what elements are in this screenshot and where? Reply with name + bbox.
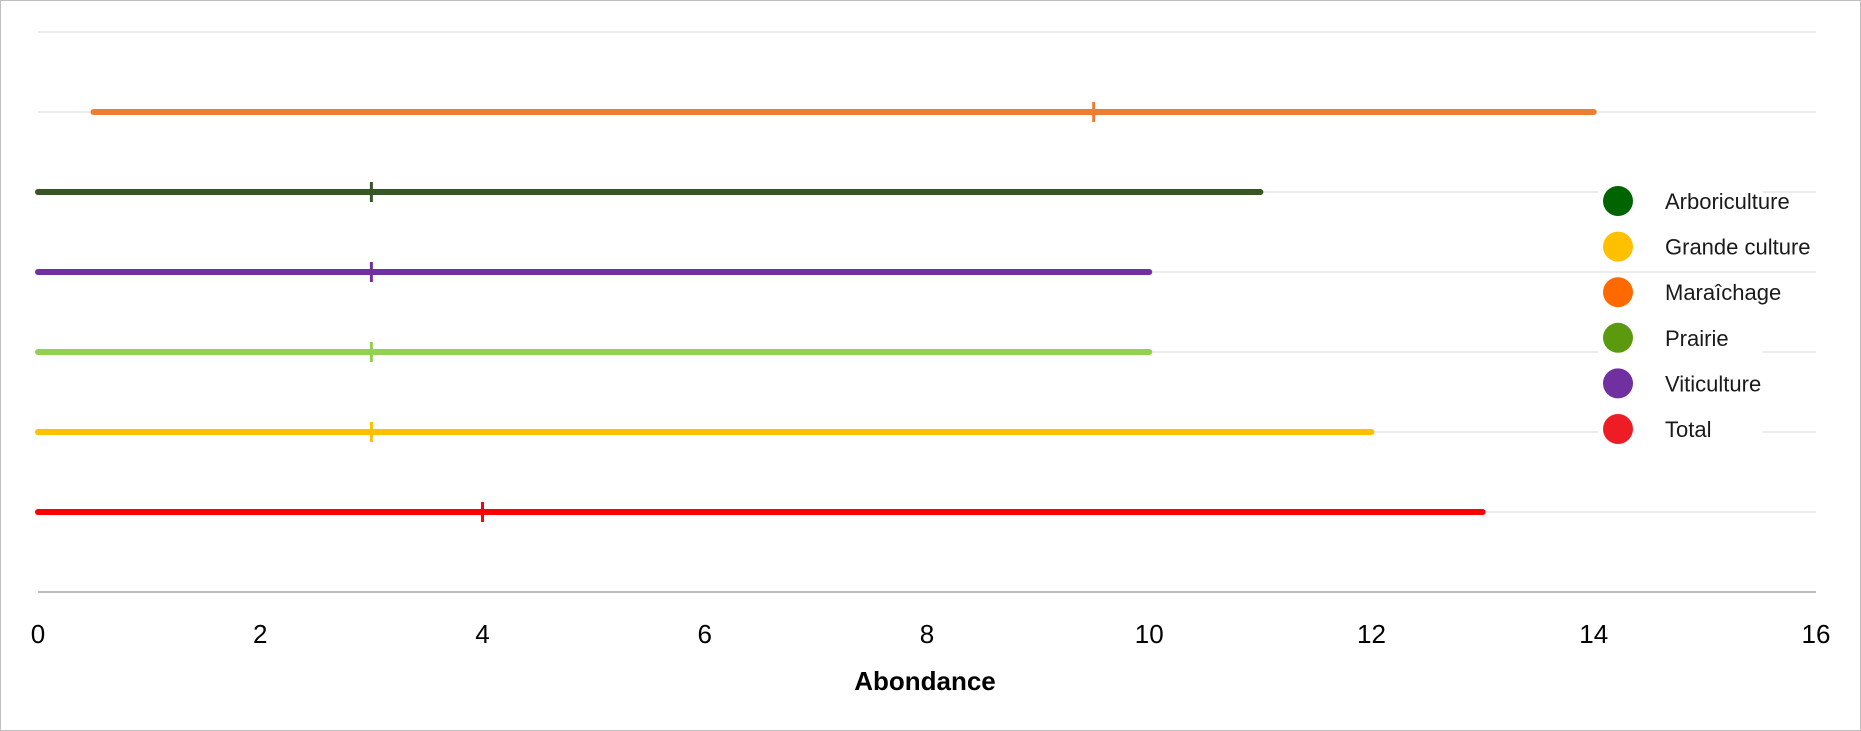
legend-label: Arboriculture (1665, 189, 1790, 214)
legend: Arboriculture Grande culture Maraîchage Pra… (1598, 184, 1811, 446)
grid-layer (38, 31, 1816, 593)
legend-item: Prairie (1598, 320, 1763, 355)
legend-label: Total (1665, 417, 1711, 442)
x-tick-label: 8 (920, 619, 934, 649)
legend-marker (1603, 368, 1633, 399)
legend-label: Viticulture (1665, 371, 1761, 396)
legend-item: Maraîchage (1598, 275, 1781, 310)
legend-marker (1603, 322, 1633, 353)
range-row (90, 102, 1597, 122)
x-tick-label: 2 (253, 619, 267, 649)
x-tick-label: 16 (1802, 619, 1831, 649)
range-layer (35, 102, 1597, 522)
legend-item: Total (1598, 412, 1763, 446)
legend-marker (1603, 231, 1633, 262)
legend-marker (1603, 186, 1633, 216)
x-tick-label: 14 (1579, 619, 1608, 649)
x-tick-label: 10 (1135, 619, 1164, 649)
x-tick-label: 0 (31, 619, 45, 649)
range-row (35, 262, 1153, 282)
x-tick-label: 6 (698, 619, 712, 649)
x-axis-title: Abondance (854, 666, 996, 696)
legend-item: Grande culture (1598, 229, 1811, 264)
legend-item: Viticulture (1598, 366, 1763, 401)
legend-label: Grande culture (1665, 235, 1811, 260)
range-row (35, 342, 1153, 362)
range-row (35, 182, 1264, 202)
legend-label: Prairie (1665, 326, 1729, 351)
x-tick-label: 12 (1357, 619, 1386, 649)
legend-item: Arboriculture (1598, 184, 1790, 218)
legend-marker (1603, 277, 1633, 308)
axis-layer: Abondance 0 2 4 6 8 10 12 14 16 (31, 619, 1831, 696)
range-row (35, 422, 1375, 442)
legend-label: Maraîchage (1665, 280, 1781, 305)
range-row (35, 502, 1486, 522)
x-tick-label: 4 (475, 619, 489, 649)
legend-marker (1603, 414, 1633, 444)
